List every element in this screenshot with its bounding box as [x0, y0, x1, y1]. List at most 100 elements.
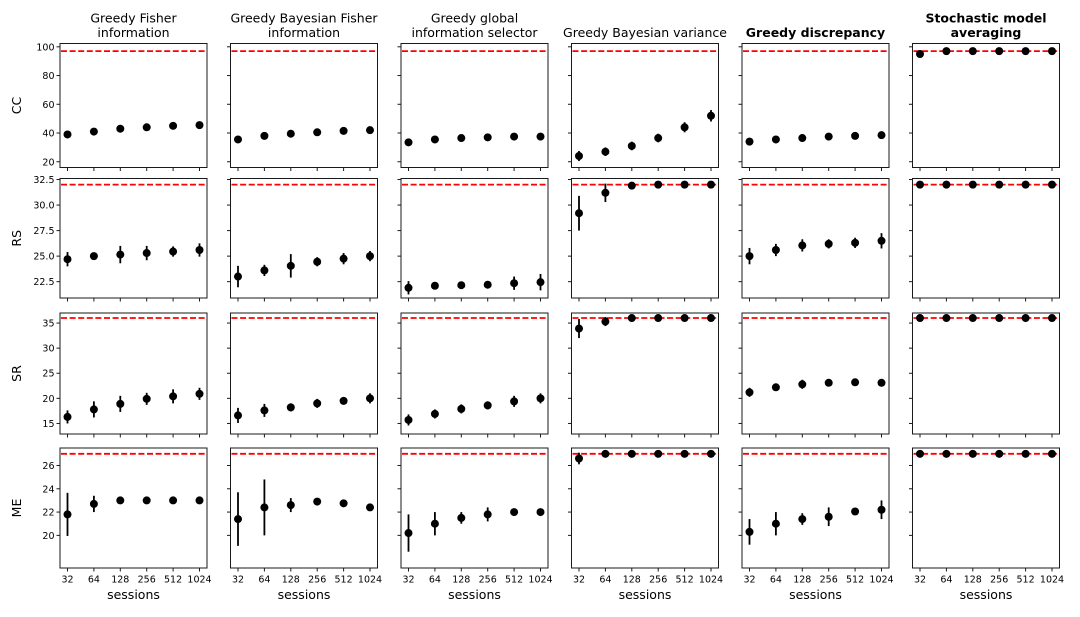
data-point: [745, 388, 754, 397]
data-point: [260, 503, 269, 512]
data-point: [313, 257, 322, 266]
x-tick-label: 256: [138, 575, 156, 586]
axes-frame: [912, 178, 1060, 299]
x-tick-label: 512: [164, 575, 182, 586]
y-tick-label: 40: [42, 129, 54, 140]
x-tick-label: 1024: [699, 575, 723, 586]
data-point: [798, 515, 807, 524]
y-tick-label: 20: [42, 531, 54, 542]
y-tick-label: 25.0: [33, 252, 54, 263]
data-point: [995, 314, 1004, 323]
data-point: [680, 180, 689, 189]
svg-text:averaging: averaging: [951, 25, 1022, 40]
data-point: [366, 394, 374, 403]
x-tick-label: 128: [964, 575, 982, 586]
x-tick-label: 256: [308, 575, 326, 586]
data-point: [1021, 449, 1030, 458]
svg-text:information: information: [97, 25, 169, 40]
subplot-RS-col5: [738, 178, 890, 302]
data-point: [169, 496, 178, 505]
data-point: [404, 138, 413, 147]
subplot-SR-col6: [909, 312, 1060, 438]
data-point: [654, 134, 663, 143]
y-tick-label: 80: [42, 71, 54, 82]
data-point: [916, 449, 924, 458]
data-point: [680, 123, 689, 132]
axes-frame: [741, 43, 890, 168]
row-label-RS: RS: [9, 230, 24, 247]
data-point: [510, 132, 519, 141]
subplot-CC-col4: [568, 43, 719, 171]
data-point: [851, 131, 860, 140]
data-point: [654, 180, 663, 189]
x-tick-label: 1024: [869, 575, 893, 586]
data-point: [745, 252, 754, 261]
svg-text:Greedy Fisher: Greedy Fisher: [90, 11, 177, 26]
data-point: [286, 129, 295, 138]
y-tick-label: 100: [36, 42, 54, 53]
subplot-ME-col1: 20 22 24 26 32 64 128 256 512 1024 sessions: [42, 447, 212, 602]
svg-text:information: information: [268, 25, 340, 40]
x-tick-label: 32: [914, 575, 926, 586]
y-tick-label: 30.0: [33, 201, 54, 212]
data-point: [877, 131, 886, 140]
x-tick-label: 256: [649, 575, 667, 586]
data-point: [654, 449, 663, 458]
data-point: [286, 261, 295, 270]
data-point: [707, 180, 715, 189]
data-point: [536, 508, 545, 517]
data-point: [457, 134, 466, 143]
column-title-4: Greedy Bayesian variance: [563, 25, 727, 40]
subplot-CC-col5: [738, 43, 890, 171]
y-tick-label: 20: [42, 157, 54, 168]
subplot-SR-col3: [397, 312, 549, 438]
svg-text:Greedy global: Greedy global: [431, 11, 518, 26]
subplot-SR-col1: 15 20 25 30 35: [42, 312, 208, 438]
axes-frame: [571, 447, 719, 569]
data-point: [1048, 47, 1056, 56]
data-point: [1048, 180, 1056, 189]
data-point: [169, 247, 178, 256]
data-point: [575, 324, 583, 333]
axes-frame: [59, 447, 208, 569]
axes-frame: [571, 178, 719, 299]
data-point: [339, 396, 348, 405]
data-point: [116, 250, 125, 259]
data-point: [771, 519, 780, 528]
x-tick-label: 32: [743, 575, 755, 586]
data-point: [601, 317, 610, 326]
data-point: [798, 134, 807, 143]
data-point: [995, 180, 1004, 189]
data-point: [627, 141, 636, 150]
subplot-RS-col1: 22.5 25.0 27.5 30.0 32.5: [33, 175, 208, 302]
data-point: [942, 180, 951, 189]
data-point: [63, 510, 72, 519]
data-point: [916, 180, 924, 189]
data-point: [89, 499, 98, 508]
data-point: [916, 314, 924, 323]
subplot-SR-col4: [568, 312, 719, 438]
data-point: [430, 135, 439, 144]
x-tick-label: 512: [846, 575, 864, 586]
data-point: [1021, 180, 1030, 189]
data-point: [457, 513, 466, 522]
y-tick-label: 22.5: [33, 277, 54, 288]
data-point: [457, 404, 466, 413]
data-point: [116, 399, 125, 408]
svg-text:Greedy Bayesian variance: Greedy Bayesian variance: [563, 25, 727, 40]
data-point: [234, 515, 242, 524]
data-point: [260, 131, 269, 140]
y-tick-label: 15: [42, 419, 54, 430]
data-point: [798, 380, 807, 389]
axes-frame: [230, 178, 378, 299]
data-point: [824, 132, 833, 141]
data-point: [366, 503, 374, 512]
row-label-ME: ME: [9, 499, 24, 518]
subplot-ME-col6: 32 64 128 256 512 1024 sessions: [909, 447, 1064, 602]
data-point: [339, 499, 348, 508]
data-point: [707, 314, 715, 323]
x-tick-label: 128: [111, 575, 129, 586]
x-tick-label: 128: [282, 575, 300, 586]
